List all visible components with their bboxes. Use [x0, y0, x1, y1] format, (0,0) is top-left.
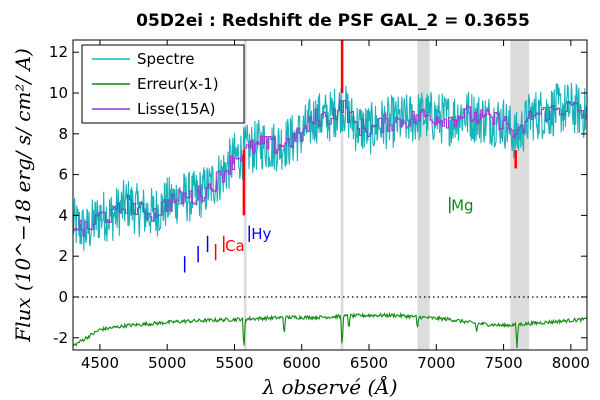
- y-tick-label: 12: [49, 43, 68, 61]
- y-tick-label: 0: [58, 288, 68, 306]
- legend: Spectre Erreur(x-1) Lisse(15A): [81, 44, 245, 124]
- y-axis-label: Flux (10^−18 erg/ s/ cm²/ A): [11, 48, 35, 343]
- y-tick-label: 10: [49, 84, 68, 102]
- x-tick-label: 7000: [417, 354, 455, 372]
- plot-area: Ca Hy Mg 4500 5000 5500 6000 6500 7000 7500 8000 -2…: [49, 39, 590, 372]
- y-tick-label: 6: [58, 166, 68, 184]
- x-tick-label: 6000: [283, 354, 321, 372]
- series-group: [73, 40, 587, 349]
- chart-title: 05D2ei : Redshift de PSF GAL_2 = 0.3655: [136, 11, 530, 31]
- x-tick-label: 4500: [81, 354, 119, 372]
- masked-band-3: [510, 40, 530, 350]
- masked-band-2: [417, 40, 430, 350]
- masked-band-1: [340, 40, 344, 350]
- legend-label-lisse: Lisse(15A): [137, 100, 215, 118]
- series-lisse-line: [73, 100, 587, 237]
- legend-label-spectre: Spectre: [137, 50, 194, 68]
- annotation-ca: Ca: [225, 237, 245, 255]
- annotation-hy: Hy: [251, 225, 271, 243]
- y-tick-label: 4: [58, 206, 68, 224]
- plot-frame: [72, 39, 588, 351]
- x-tick-label: 5000: [148, 354, 186, 372]
- x-tick-label: 7500: [484, 354, 522, 372]
- x-tick-label: 5500: [215, 354, 253, 372]
- y-tick-label: -2: [53, 329, 68, 347]
- y-tick-label: 8: [58, 125, 68, 143]
- x-tick-label: 6500: [350, 354, 388, 372]
- masked-band-0: [243, 40, 247, 350]
- series-erreur-line: [73, 311, 587, 349]
- x-axis-label: λ observé (Å): [261, 374, 397, 399]
- legend-label-erreur: Erreur(x-1): [137, 75, 219, 93]
- x-tick-label: 8000: [552, 354, 590, 372]
- y-tick-label: 2: [58, 247, 68, 265]
- series-spectre-line: [73, 82, 587, 251]
- annotation-mg: Mg: [451, 196, 473, 214]
